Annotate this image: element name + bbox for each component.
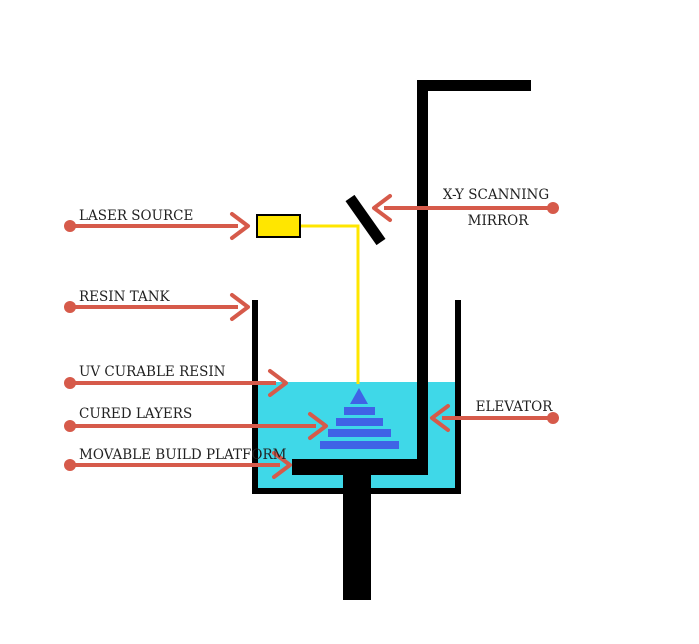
label-elevator: ELEVATOR — [476, 399, 554, 415]
label-resin-tank: RESIN TANK — [79, 289, 171, 305]
label-uv-curable-resin: UV CURABLE RESIN — [79, 364, 226, 380]
arrow-cured-layers — [64, 412, 328, 440]
arrow-resin-tank — [64, 293, 250, 321]
cured-layer-tip — [350, 388, 368, 404]
arrow-elevator-head — [430, 404, 450, 432]
platform-support-column — [343, 470, 371, 600]
label-laser-source: LASER SOURCE — [79, 208, 193, 224]
laser-source-box — [256, 214, 301, 238]
arrow-uv-curable-resin-head — [268, 369, 288, 397]
label-cured-layers: CURED LAYERS — [79, 406, 192, 422]
elevator-arm-vertical — [417, 80, 428, 475]
cured-layers-stack — [320, 388, 399, 449]
arrow-laser-source — [64, 212, 250, 240]
arrow-resin-tank-head — [230, 293, 250, 321]
cured-layer-1 — [320, 441, 399, 449]
laser-beam — [300, 224, 360, 384]
arrow-laser-source-head — [230, 212, 250, 240]
arrow-xy-scanning-mirror — [372, 194, 559, 222]
xy-scanning-mirror — [345, 194, 386, 246]
cured-layer-2 — [328, 429, 391, 437]
cured-layer-3 — [336, 418, 383, 426]
label-movable-build-platform: MOVABLE BUILD PLATFORM — [79, 447, 287, 463]
build-platform — [292, 459, 428, 475]
arrow-movable-build-platform-head — [272, 451, 292, 479]
cured-layer-4 — [344, 407, 375, 415]
tank-right-wall — [455, 300, 461, 494]
label-xy-scanning-line1: X-Y SCANNING — [443, 187, 549, 203]
elevator-arm-top — [417, 80, 531, 91]
label-xy-scanning-line2: MIRROR — [468, 213, 530, 229]
arrow-elevator — [430, 404, 559, 432]
arrow-movable-build-platform — [64, 451, 292, 479]
tank-left-wall — [252, 300, 258, 494]
arrow-cured-layers-head — [308, 412, 328, 440]
arrow-uv-curable-resin — [64, 369, 288, 397]
arrow-xy-scanning-mirror-head — [372, 194, 392, 222]
